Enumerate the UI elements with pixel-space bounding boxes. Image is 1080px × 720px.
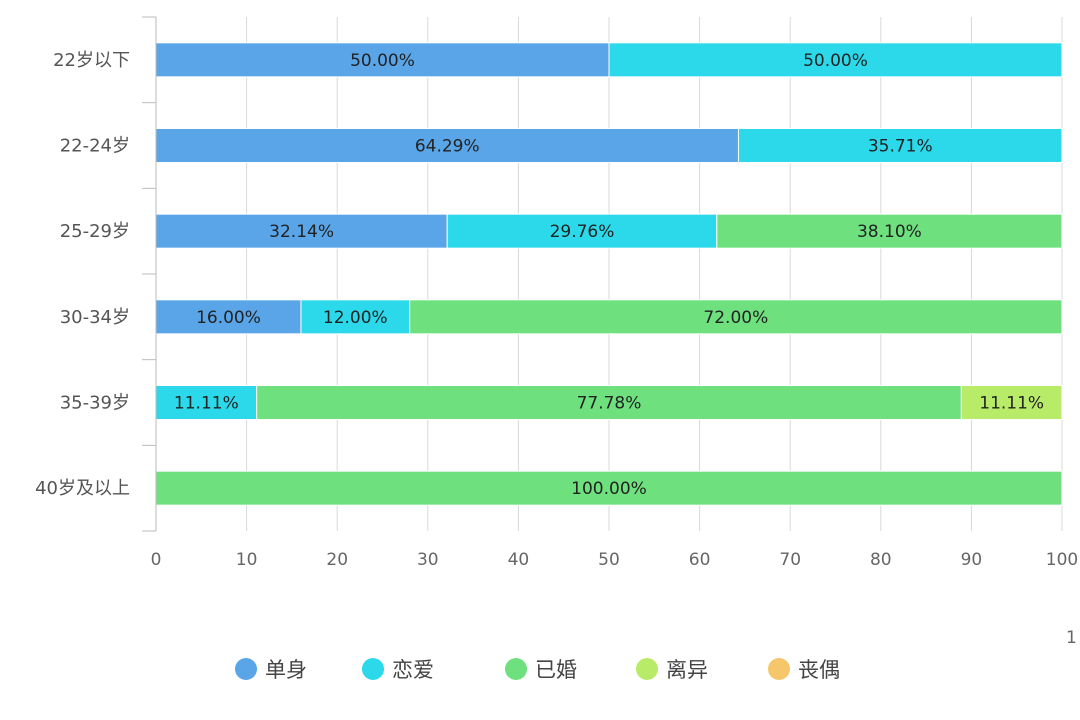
bars: 50.00% 50.00% 64.29% 35.71% 32.14% 29.76% 38.1… <box>155 42 1063 506</box>
data-label: 29.76% <box>550 222 615 242</box>
legend-marker-icon <box>636 658 658 680</box>
x-tick-label: 40 <box>508 550 530 570</box>
y-category-label: 25-29岁 <box>60 221 130 242</box>
bar-segment <box>716 213 1063 249</box>
y-category-label: 35-39岁 <box>60 393 130 414</box>
bar-segment <box>155 213 448 249</box>
bar-segment <box>155 470 1063 506</box>
legend-marker-icon <box>768 658 790 680</box>
data-label: 35.71% <box>868 137 933 157</box>
legend-item[interactable]: 单身 <box>235 658 307 682</box>
data-label: 12.00% <box>323 308 388 328</box>
x-tick-label: 20 <box>326 550 348 570</box>
x-tick-label: 60 <box>689 550 711 570</box>
data-label: 11.11% <box>174 394 239 414</box>
bar-segment <box>409 299 1063 335</box>
x-tick-label: 100 <box>1046 550 1078 570</box>
data-label: 50.00% <box>350 51 415 71</box>
legend-item[interactable]: 已婚 <box>505 658 577 682</box>
legend-marker-icon <box>505 658 527 680</box>
y-category-label: 30-34岁 <box>60 307 130 328</box>
data-label: 77.78% <box>577 394 642 414</box>
legend-label: 已婚 <box>535 658 577 682</box>
legend-marker-icon <box>235 658 257 680</box>
x-tick-label: 10 <box>236 550 258 570</box>
bar-segment <box>155 299 302 335</box>
data-label: 32.14% <box>269 222 334 242</box>
data-label: 50.00% <box>803 51 868 71</box>
legend-item[interactable]: 离异 <box>636 658 708 682</box>
legend-item[interactable]: 恋爱 <box>362 658 434 682</box>
bar-segment <box>960 385 1063 420</box>
legend: 单身 恋爱 已婚 离异 丧偶 <box>235 658 840 682</box>
bar-segment <box>300 299 411 335</box>
clipped-label: 1 <box>1066 628 1077 648</box>
data-label: 100.00% <box>571 479 647 499</box>
data-label: 38.10% <box>857 222 922 242</box>
bar-segment <box>737 128 1063 163</box>
legend-label: 离异 <box>666 658 708 682</box>
bar-segment <box>256 385 962 420</box>
legend-label: 单身 <box>265 658 307 682</box>
x-tick-label: 30 <box>417 550 439 570</box>
y-category-label: 22-24岁 <box>60 136 130 157</box>
x-tick-label: 0 <box>151 550 162 570</box>
bar-segment <box>155 128 739 163</box>
bar-segment <box>608 42 1063 78</box>
y-category-label: 22岁以下 <box>53 50 130 71</box>
x-tick-label: 50 <box>598 550 620 570</box>
legend-marker-icon <box>362 658 384 680</box>
axes: 0 10 20 30 40 50 60 70 80 90 100 22岁以下 22-24岁 25-29岁 3… <box>35 16 1078 570</box>
x-tick-label: 90 <box>961 550 983 570</box>
data-label: 64.29% <box>415 137 480 157</box>
bar-segment <box>446 213 718 249</box>
x-tick-label: 80 <box>870 550 892 570</box>
bar-segment <box>155 385 258 420</box>
data-label: 11.11% <box>979 394 1044 414</box>
gridlines <box>246 17 1063 531</box>
legend-label: 恋爱 <box>392 658 434 682</box>
data-label: 16.00% <box>196 308 261 328</box>
legend-label: 丧偶 <box>798 658 840 682</box>
legend-item[interactable]: 丧偶 <box>768 658 840 682</box>
data-label: 72.00% <box>703 308 768 328</box>
y-category-label: 40岁及以上 <box>35 478 130 499</box>
x-tick-label: 70 <box>779 550 801 570</box>
